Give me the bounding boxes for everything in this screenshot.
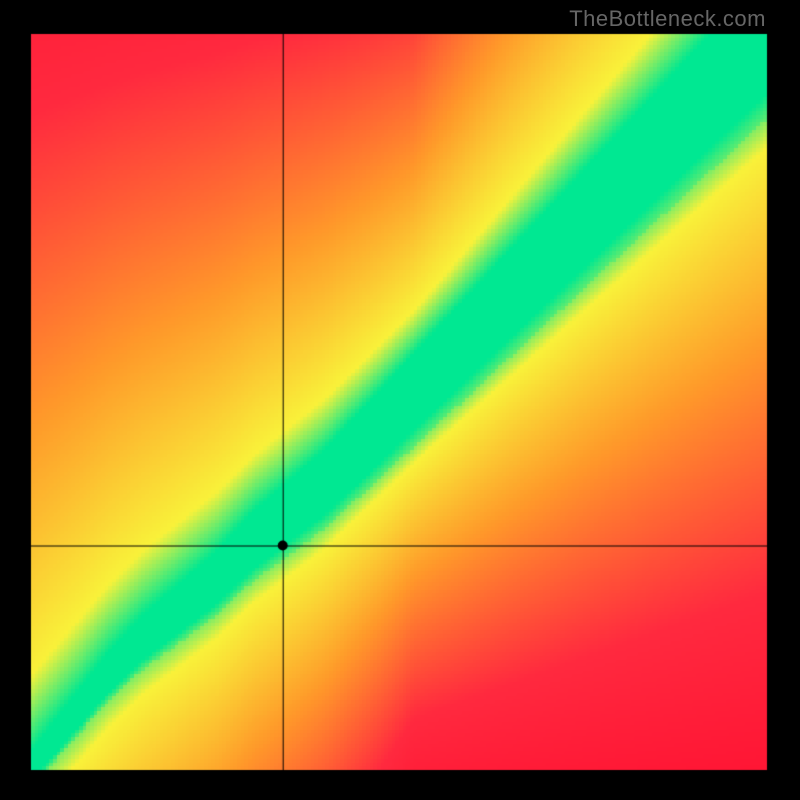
watermark-text: TheBottleneck.com (569, 6, 766, 32)
chart-container: TheBottleneck.com (0, 0, 800, 800)
bottleneck-heatmap (0, 0, 800, 800)
